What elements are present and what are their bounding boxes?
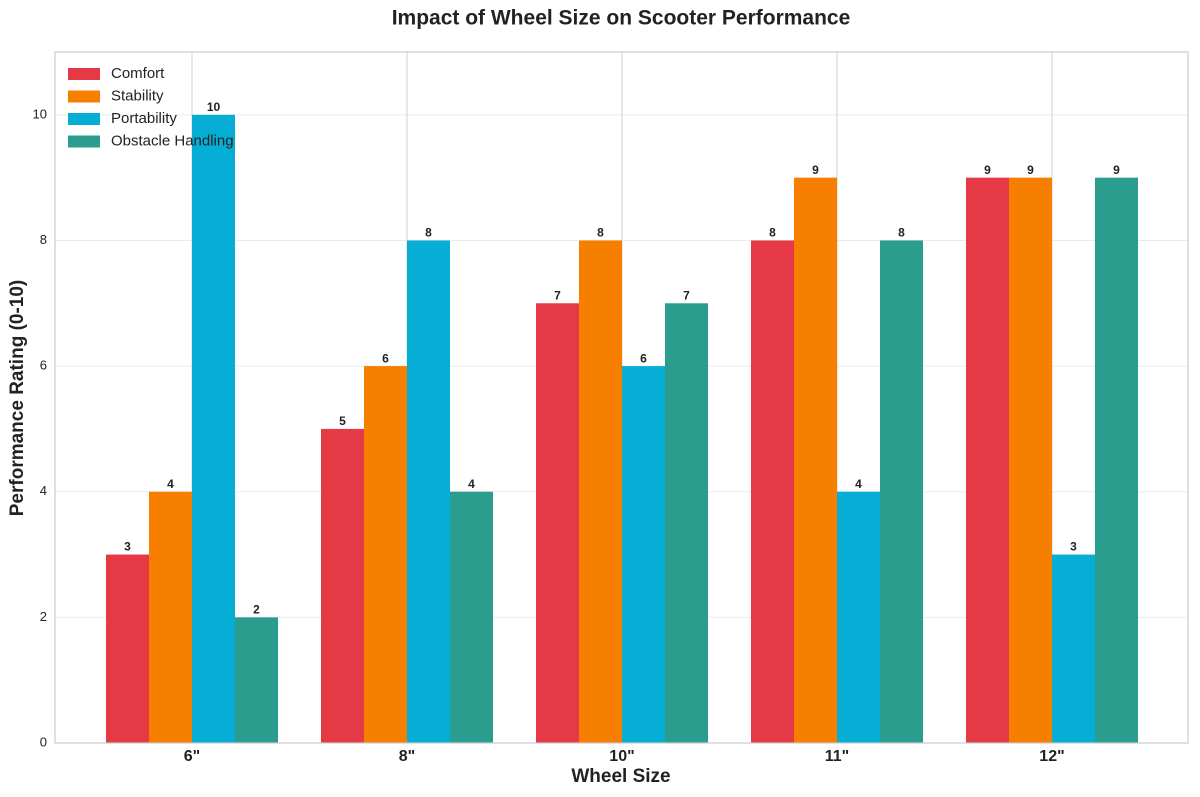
value-label: 9	[984, 163, 991, 177]
legend-label: Portability	[111, 110, 177, 127]
legend-swatch	[68, 90, 100, 103]
value-label: 8	[597, 226, 604, 240]
bar	[751, 240, 794, 744]
value-label: 7	[554, 288, 561, 302]
value-label: 10	[207, 100, 221, 114]
value-label: 2	[253, 603, 260, 617]
x-tick-label: 12"	[1039, 748, 1064, 765]
chart-title: Impact of Wheel Size on Scooter Performa…	[392, 7, 851, 30]
x-axis-label: Wheel Size	[571, 766, 670, 787]
bar	[1095, 177, 1138, 744]
bar	[149, 491, 192, 743]
legend-label: Obstacle Handling	[111, 132, 234, 149]
legend-swatch	[68, 113, 100, 125]
bar	[106, 554, 149, 743]
value-label: 4	[855, 477, 862, 491]
bar	[192, 114, 235, 744]
value-label: 6	[640, 351, 647, 365]
y-axis-label: Performance Rating (0-10)	[7, 280, 28, 517]
bar	[837, 491, 880, 743]
bar	[364, 366, 407, 743]
value-label: 8	[769, 226, 776, 240]
bar	[665, 303, 708, 743]
value-label: 9	[1113, 163, 1120, 177]
value-label: 9	[812, 163, 819, 177]
value-label: 4	[468, 477, 475, 491]
value-label: 4	[167, 477, 174, 491]
bar	[966, 177, 1009, 744]
value-label: 8	[425, 226, 432, 240]
bar	[622, 366, 665, 743]
bar	[450, 491, 493, 743]
x-tick-label: 8"	[399, 748, 415, 765]
y-tick-label: 6	[40, 358, 47, 373]
bar	[1009, 177, 1052, 744]
bar	[235, 617, 278, 743]
bar	[794, 177, 837, 744]
legend-swatch	[68, 68, 100, 80]
plot-frame	[54, 51, 1189, 744]
value-label: 3	[1070, 540, 1077, 554]
y-tick-label: 2	[40, 609, 47, 624]
x-tick-label: 10"	[609, 748, 634, 765]
value-label: 5	[339, 414, 346, 428]
y-tick-label: 10	[33, 106, 47, 121]
y-tick-label: 4	[40, 483, 47, 498]
legend-swatch	[68, 135, 100, 148]
legend-label: Comfort	[111, 65, 165, 82]
bar	[1052, 554, 1095, 743]
bar	[536, 303, 579, 743]
value-label: 8	[898, 226, 905, 240]
y-tick-label: 0	[40, 734, 47, 749]
bar	[880, 240, 923, 744]
value-label: 3	[124, 540, 131, 554]
x-tick-label: 6"	[184, 748, 200, 765]
value-label: 9	[1027, 163, 1034, 177]
y-tick-label: 8	[40, 232, 47, 247]
legend-label: Stability	[111, 87, 164, 104]
value-label: 7	[683, 288, 690, 302]
value-label: 6	[382, 351, 389, 365]
bar	[321, 428, 364, 743]
x-tick-label: 11"	[825, 748, 850, 765]
bar	[579, 240, 622, 744]
bar	[407, 240, 450, 744]
